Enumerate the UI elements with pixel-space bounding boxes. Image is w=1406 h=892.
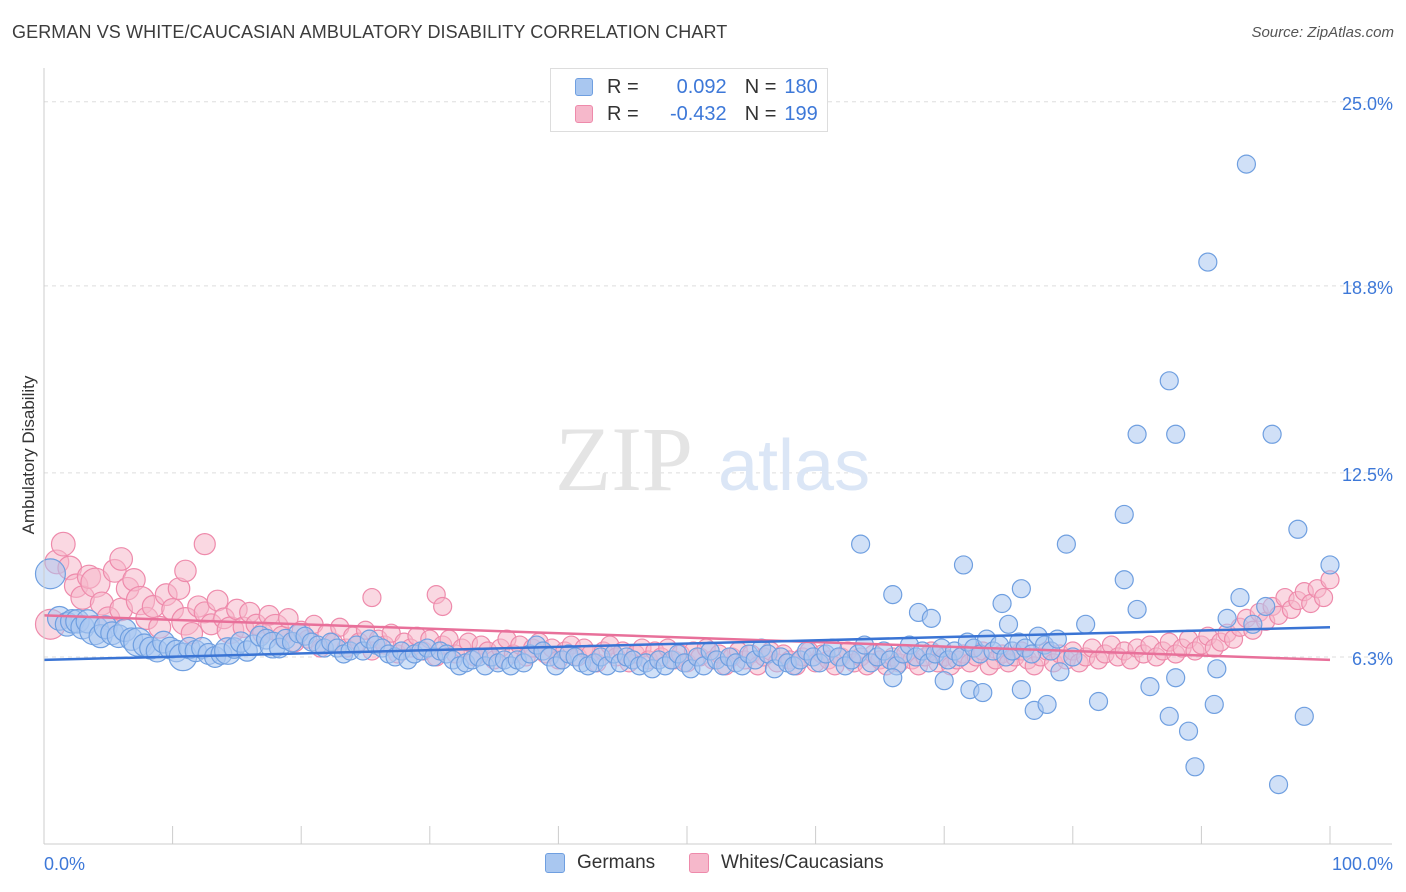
white-caucasian-point bbox=[193, 533, 216, 556]
german-point bbox=[1063, 647, 1083, 667]
white-caucasian-point bbox=[433, 596, 453, 617]
legend: R = 0.092 N = 180 R = -0.432 N = 199 bbox=[550, 68, 828, 132]
legend-n-value: 199 bbox=[784, 102, 818, 125]
legend-n-label: N = bbox=[744, 102, 777, 125]
legend-r-value: 0.092 bbox=[676, 75, 727, 98]
german-point bbox=[1288, 519, 1308, 539]
bottom-legend-germans: Germans bbox=[545, 852, 655, 874]
chart-title: GERMAN VS WHITE/CAUCASIAN AMBULATORY DIS… bbox=[12, 22, 728, 42]
x-tick-label-min: 0.0% bbox=[44, 854, 85, 874]
german-point bbox=[1127, 424, 1147, 444]
german-point bbox=[1127, 599, 1147, 620]
german-point bbox=[1159, 371, 1179, 391]
german-point bbox=[851, 534, 871, 554]
y-axis-label: Ambulatory Disability bbox=[19, 375, 38, 534]
german-point bbox=[1166, 668, 1186, 688]
legend-swatch-germans bbox=[575, 78, 593, 96]
trend-lines bbox=[43, 614, 1331, 662]
german-point bbox=[1056, 534, 1076, 554]
german-point bbox=[921, 608, 941, 628]
y-tick-label: 25.0% bbox=[1342, 94, 1393, 114]
axes: 6.3% 12.5% 18.8% 25.0% 0.0% 100.0% bbox=[43, 68, 1393, 874]
german-point bbox=[883, 668, 903, 688]
legend-r-value: -0.432 bbox=[669, 102, 727, 125]
german-point bbox=[1268, 775, 1289, 795]
bottom-legend-whites: Whites/Caucasians bbox=[689, 852, 884, 874]
legend-r-label: R = bbox=[607, 75, 639, 98]
bottom-legend-whites-label: Whites/Caucasians bbox=[721, 852, 884, 873]
white-caucasian-point bbox=[50, 531, 76, 557]
legend-row-whites: R = -0.432 N = 199 bbox=[575, 102, 818, 126]
german-point bbox=[973, 682, 993, 703]
german-point bbox=[953, 555, 974, 575]
german-point bbox=[1011, 579, 1031, 599]
german-point bbox=[1262, 424, 1282, 444]
german-point bbox=[1050, 662, 1070, 682]
german-point bbox=[1236, 154, 1257, 174]
white-caucasian-point bbox=[109, 547, 134, 571]
german-point bbox=[1217, 608, 1237, 628]
german-point bbox=[1114, 570, 1134, 590]
white-caucasian-point bbox=[1313, 587, 1334, 608]
german-point bbox=[34, 558, 66, 590]
bottom-swatch-germans bbox=[545, 853, 565, 873]
bottom-legend-germans-label: Germans bbox=[577, 852, 656, 873]
legend-n-value: 180 bbox=[784, 75, 818, 98]
white-caucasian-point bbox=[174, 559, 197, 583]
source-label: Source: ZipAtlas.com bbox=[1251, 24, 1394, 41]
german-point bbox=[1140, 677, 1160, 697]
german-point bbox=[1294, 706, 1314, 726]
legend-swatch-whites bbox=[575, 105, 593, 123]
white-caucasian-trend-line bbox=[43, 614, 1331, 662]
german-point bbox=[1320, 555, 1340, 575]
german-point bbox=[1204, 694, 1224, 715]
german-point bbox=[998, 614, 1019, 634]
x-tick-label-max: 100.0% bbox=[1332, 854, 1393, 874]
german-point bbox=[934, 671, 954, 691]
german-point bbox=[1230, 587, 1250, 608]
german-point bbox=[1198, 252, 1218, 272]
german-point bbox=[1076, 614, 1096, 634]
german-point bbox=[1256, 596, 1276, 617]
y-tick-label: 18.8% bbox=[1342, 278, 1393, 298]
german-point bbox=[883, 585, 903, 605]
watermark-zip: ZIP bbox=[555, 408, 693, 510]
german-point bbox=[1037, 694, 1057, 715]
y-tick-label: 12.5% bbox=[1342, 465, 1393, 485]
german-point bbox=[1207, 659, 1227, 679]
german-point bbox=[1114, 504, 1134, 525]
y-tick-label: 6.3% bbox=[1352, 649, 1393, 669]
bottom-swatch-whites bbox=[689, 853, 709, 873]
german-point bbox=[1185, 757, 1205, 777]
bottom-legend: Germans Whites/Caucasians bbox=[0, 852, 1406, 876]
german-point bbox=[1088, 691, 1109, 712]
watermark-atlas: atlas bbox=[718, 426, 870, 506]
german-trend-line bbox=[43, 626, 1331, 662]
legend-r-label: R = bbox=[607, 102, 639, 125]
grid-layer bbox=[44, 101, 1392, 658]
legend-n-label: N = bbox=[744, 75, 777, 98]
white-caucasian-point bbox=[362, 587, 382, 608]
german-point bbox=[1159, 706, 1179, 726]
german-point bbox=[1166, 424, 1186, 444]
legend-row-germans: R = 0.092 N = 180 bbox=[575, 75, 818, 99]
german-point bbox=[992, 593, 1012, 614]
german-point bbox=[1011, 680, 1031, 700]
german-point bbox=[1178, 721, 1199, 741]
